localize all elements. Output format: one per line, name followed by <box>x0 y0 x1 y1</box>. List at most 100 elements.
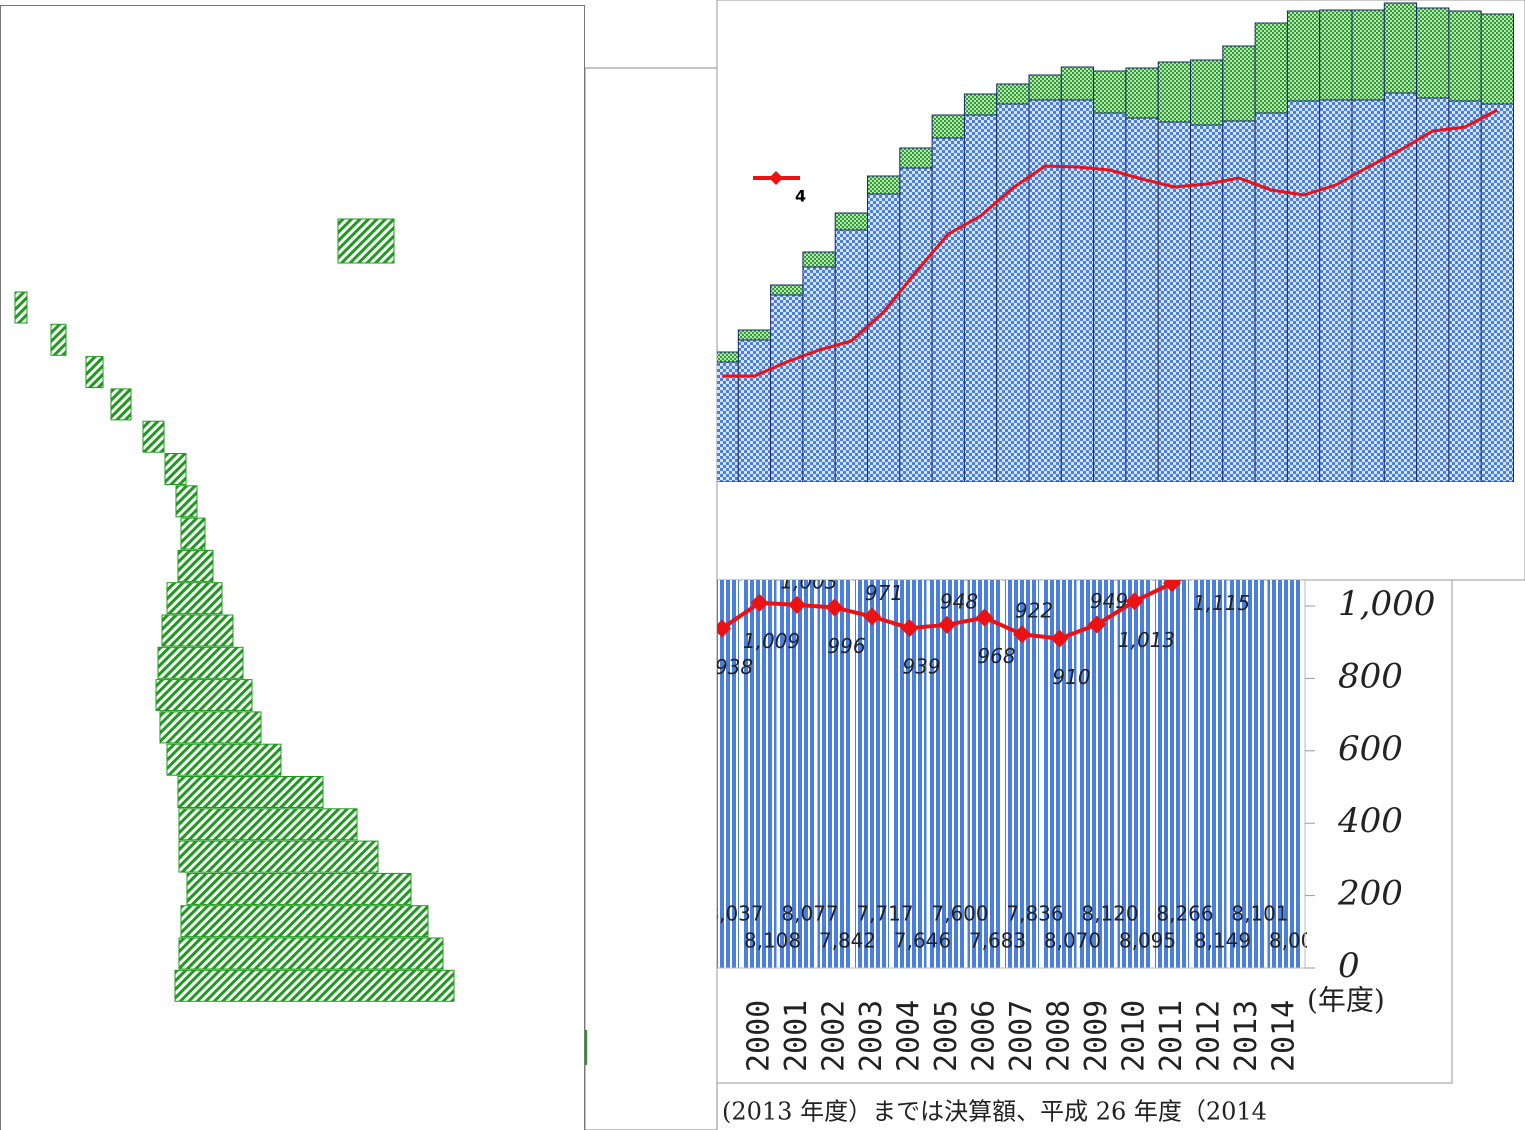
y-tick-label: 600 <box>1338 729 1403 769</box>
marker <box>863 607 881 626</box>
bar <box>50 323 67 356</box>
bar-segment <box>770 294 804 482</box>
bar-segment <box>1125 67 1159 119</box>
bar-segment <box>963 93 998 116</box>
marker <box>717 619 731 638</box>
bar-segment <box>802 251 836 268</box>
bar-segment <box>931 137 965 482</box>
bar <box>142 420 165 453</box>
bar <box>110 388 132 421</box>
bar-segment <box>770 284 804 296</box>
marker <box>750 593 769 612</box>
bar-segment <box>1125 117 1159 482</box>
y-tick-label: 1,000 <box>1338 584 1435 624</box>
bar-segment <box>1351 99 1385 482</box>
sliver <box>584 1030 587 1065</box>
y-tick-label: 400 <box>1337 801 1403 841</box>
y-tick-label: 0 <box>1338 946 1360 986</box>
x-axis-label: (年度) <box>1307 984 1385 1017</box>
legend-label: 4 <box>795 187 806 206</box>
line-label: 938 <box>715 655 753 679</box>
bar-segment <box>931 114 965 139</box>
bar-segment <box>1157 61 1191 123</box>
marker <box>1163 580 1181 593</box>
bar <box>161 614 234 647</box>
bar-segment <box>737 329 772 341</box>
x-tick-label: 2007 <box>1004 1000 1039 1072</box>
bar-segment <box>899 167 933 482</box>
bar-label: 7,836 <box>1006 902 1063 926</box>
bar <box>166 582 223 615</box>
marker <box>825 598 844 617</box>
bar-label: 7,646 <box>894 929 951 953</box>
bar-segment <box>834 229 869 482</box>
bar-segment <box>867 175 901 195</box>
bar-segment <box>1448 100 1482 482</box>
bar-label: 8,108 <box>744 929 801 953</box>
bar-segment <box>1416 97 1450 482</box>
bar <box>337 218 395 264</box>
bar-segment <box>1222 45 1256 122</box>
bar-label: 8,149 <box>1194 929 1251 953</box>
bar <box>1155 580 1189 968</box>
marker <box>1125 592 1144 611</box>
bar <box>177 549 214 582</box>
bar <box>178 937 444 970</box>
y-tick-label: 800 <box>1338 656 1403 696</box>
bar <box>14 291 28 324</box>
bar <box>817 580 852 968</box>
bar-segment <box>1060 99 1095 482</box>
x-tick-label: 2010 <box>1117 1000 1152 1072</box>
marker <box>1050 629 1069 648</box>
x-tick-label: 2002 <box>817 1000 852 1072</box>
line-label: 971 <box>865 581 903 605</box>
x-tick-label: 2012 <box>1192 1000 1227 1072</box>
chart-a <box>14 218 455 1002</box>
marker <box>1013 625 1031 644</box>
bar <box>177 776 324 808</box>
marker <box>1088 615 1106 634</box>
bar-segment <box>1383 92 1418 482</box>
bar-segment <box>1190 124 1224 482</box>
bar <box>1192 580 1227 968</box>
bar <box>1080 580 1114 968</box>
bar-segment <box>802 266 836 482</box>
x-tick-label: 2008 <box>1042 1000 1077 1072</box>
bar <box>178 808 358 841</box>
bar-segment <box>834 212 869 231</box>
bar-segment <box>717 351 739 363</box>
bar <box>157 646 244 679</box>
x-tick-label: 2003 <box>854 1000 889 1072</box>
bar-segment <box>737 339 772 482</box>
x-tick-label: 2000 <box>742 1000 777 1072</box>
bar-segment <box>1416 7 1450 99</box>
back-window <box>584 67 718 1130</box>
bar-segment <box>1222 120 1256 482</box>
x-tick-label: 2011 <box>1154 1000 1189 1072</box>
line-label: 1,013 <box>1118 628 1175 652</box>
bar-segment <box>996 103 1030 482</box>
line-label: 1,003 <box>780 569 837 593</box>
bar <box>1230 580 1264 968</box>
line-label: 949 <box>1090 589 1128 613</box>
bar <box>180 517 206 550</box>
line-label: 948 <box>940 589 978 613</box>
bar-label: 7,600 <box>931 902 988 926</box>
bar-segment <box>1157 121 1191 482</box>
bar-segment <box>1190 59 1224 126</box>
bar-segment <box>1254 112 1288 482</box>
bar <box>1267 580 1302 968</box>
bar <box>892 580 927 968</box>
line-label: 996 <box>827 634 865 658</box>
bar-label: 8,070 <box>1044 929 1101 953</box>
marker <box>788 595 806 614</box>
chart-c: 8,037 8,108 8,077 7,842 7,717 7,646 7,600 7,683… <box>715 569 1307 968</box>
bar <box>174 969 455 1002</box>
bar-label: 8,101 <box>1231 902 1288 926</box>
bar <box>178 840 379 873</box>
bar-segment <box>1254 22 1288 114</box>
bar <box>159 711 262 744</box>
bar <box>930 580 964 968</box>
line-label: 939 <box>902 655 940 679</box>
